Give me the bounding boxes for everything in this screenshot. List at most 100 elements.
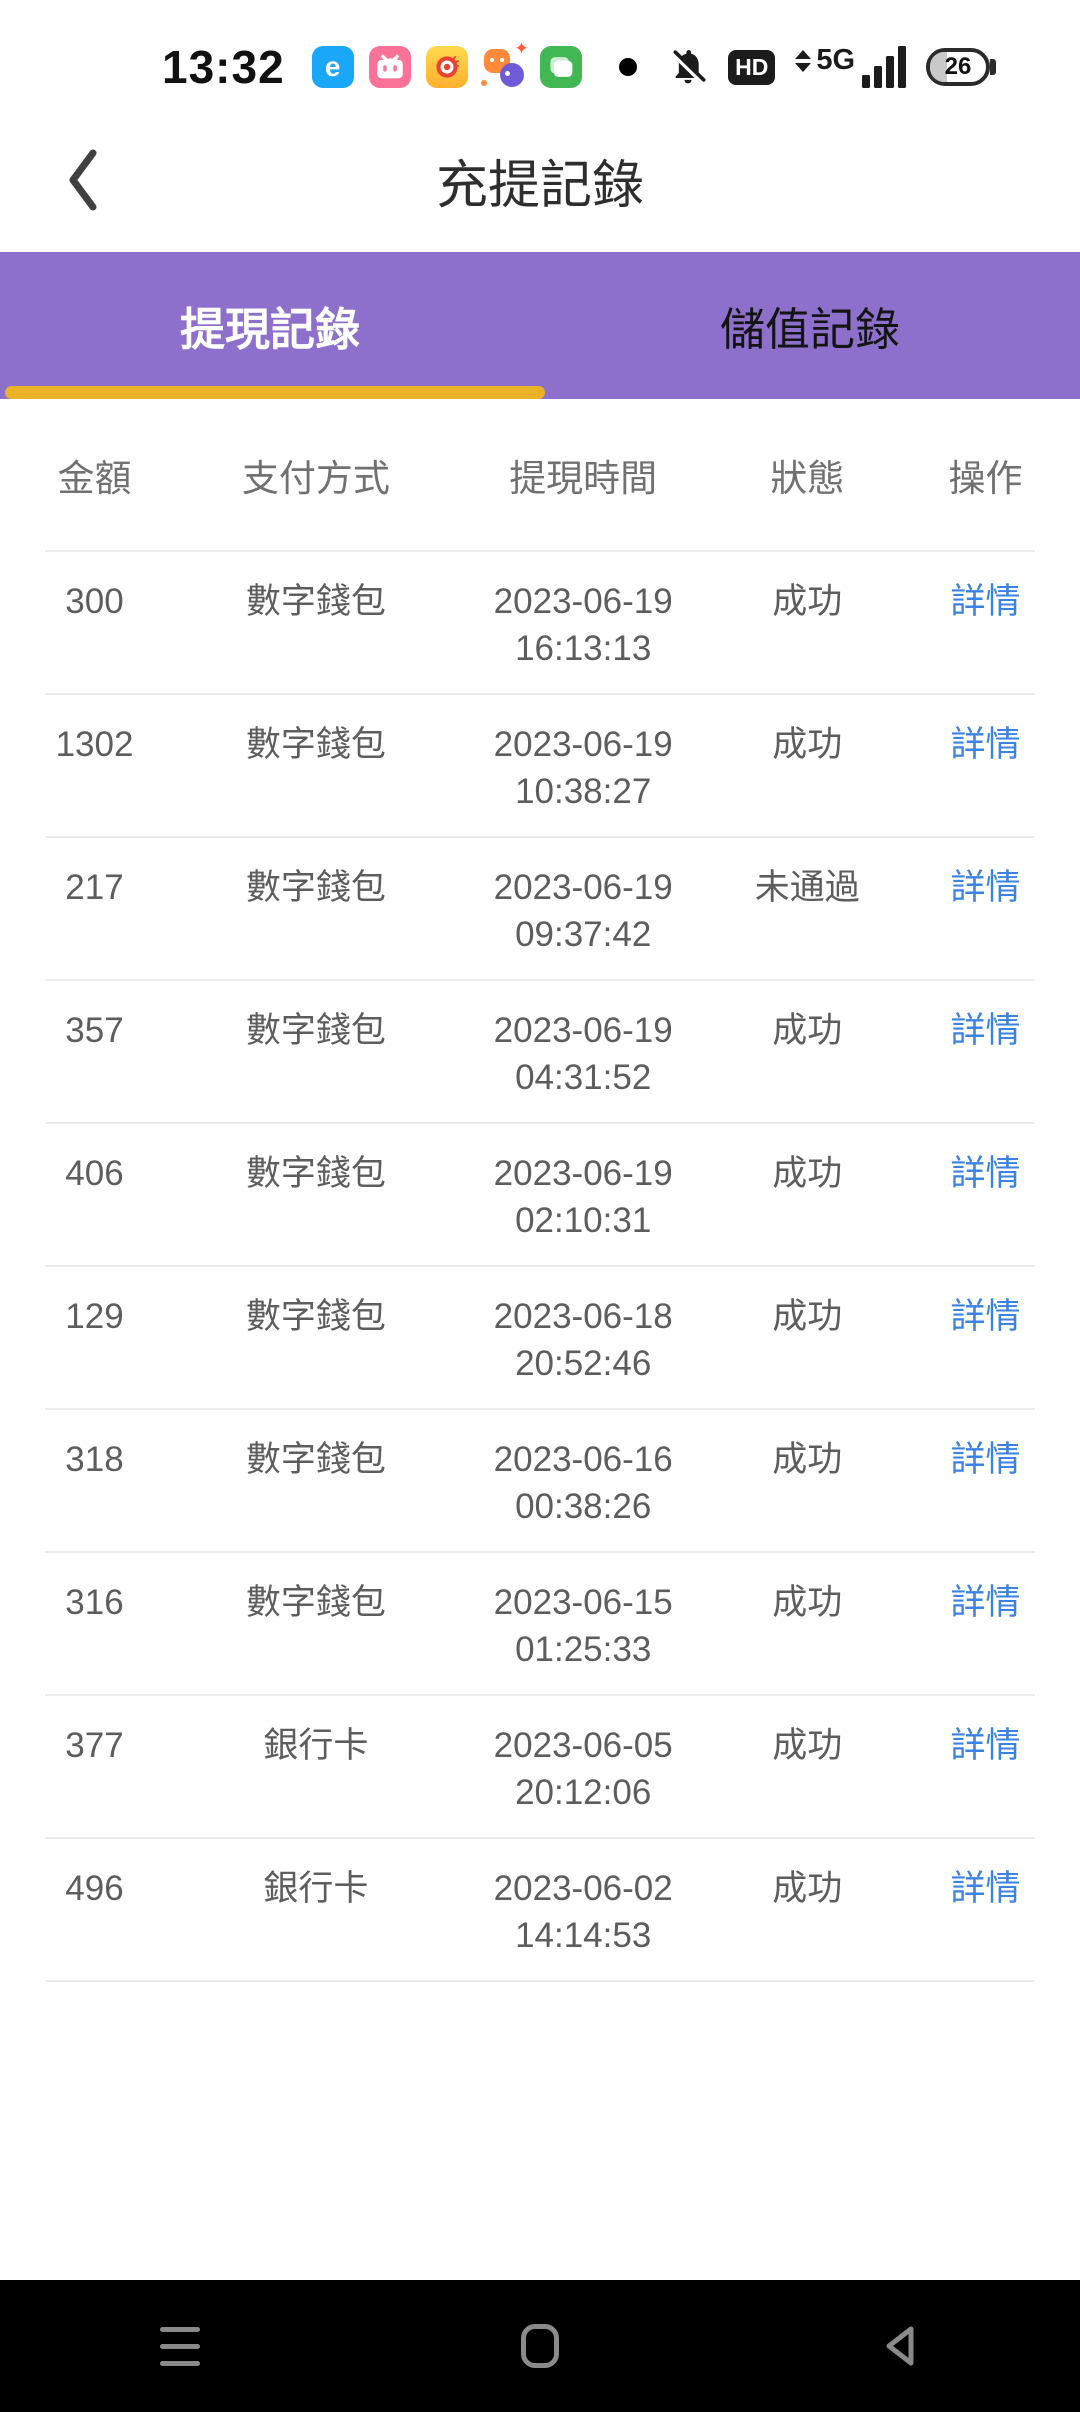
back-button[interactable] [52,142,112,218]
date-line: 2023-06-19 [493,1154,673,1193]
table-row: 357 數字錢包 2023-06-19 04:31:52 成功 詳情 [0,981,1080,1122]
table-row: 217 數字錢包 2023-06-19 09:37:42 未通過 詳情 [0,838,1080,979]
table-bottom-divider [45,1980,1035,1982]
messages-icon [539,46,582,88]
method-cell: 數字錢包 [245,1011,386,1050]
amount-cell: 406 [65,1154,124,1193]
row-divider [45,1837,1035,1839]
amount-cell: 217 [65,868,124,907]
row-divider [45,1265,1035,1267]
time-cell: 2023-06-19 04:31:52 [443,1007,724,1101]
row-divider [45,979,1035,981]
amount-cell: 496 [65,1869,124,1908]
amount-cell: 316 [65,1583,124,1622]
duo-app-icon: ✦ [480,40,529,88]
time-line: 09:37:42 [515,915,652,954]
method-cell: 銀行卡 [263,1726,369,1765]
detail-link[interactable]: 詳情 [950,1440,1021,1479]
table-row: 406 數字錢包 2023-06-19 02:10:31 成功 詳情 [0,1124,1080,1265]
table-row: 129 數字錢包 2023-06-18 20:52:46 成功 詳情 [0,1267,1080,1408]
time-line: 20:12:06 [515,1773,652,1812]
tab-deposit-records[interactable]: 儲值記錄 [719,304,900,355]
battery-icon: 26 [926,48,996,86]
status-cell: 成功 [772,582,843,621]
column-header-status: 狀態 [770,457,845,499]
method-cell: 數字錢包 [245,1297,386,1336]
detail-link[interactable]: 詳情 [950,1011,1021,1050]
amount-cell: 377 [65,1726,124,1765]
time-cell: 2023-06-19 09:37:42 [443,864,724,958]
status-cell: 成功 [772,1297,843,1336]
chevron-left-icon [69,149,97,211]
detail-link[interactable]: 詳情 [950,582,1021,621]
action-cell: 詳情 [891,1007,1080,1054]
page-title: 充提記錄 [435,156,644,215]
time-cell: 2023-06-19 02:10:31 [443,1150,724,1244]
method-cell: 數字錢包 [245,1440,386,1479]
date-line: 2023-06-02 [493,1869,673,1908]
time-line: 10:38:27 [515,772,652,811]
bilibili-icon [368,46,411,88]
time-line: 14:14:53 [515,1916,652,1955]
time-cell: 2023-06-16 00:38:26 [443,1436,724,1530]
row-divider [45,1551,1035,1553]
detail-link[interactable]: 詳情 [950,868,1021,907]
time-cell: 2023-06-18 20:52:46 [443,1293,724,1387]
column-header-time: 提現時間 [509,457,658,499]
table-body: 300 數字錢包 2023-06-19 16:13:13 成功 詳情 1302 … [0,550,1080,1980]
action-cell: 詳情 [891,1293,1080,1340]
hd-badge: HD [728,49,776,85]
date-line: 2023-06-19 [493,1011,673,1050]
action-cell: 詳情 [891,864,1080,911]
amount-cell: 1302 [55,725,134,764]
column-header-action: 操作 [948,457,1023,499]
method-cell: 數字錢包 [245,1154,386,1193]
status-bar-right: HD 5G 26 [668,46,998,88]
detail-link[interactable]: 詳情 [950,1583,1021,1622]
nav-back-icon[interactable] [880,2324,920,2368]
home-icon[interactable] [521,2324,559,2368]
time-line: 00:38:26 [515,1487,652,1526]
status-cell: 成功 [772,1154,843,1193]
time-cell: 2023-06-02 14:14:53 [443,1865,724,1959]
action-cell: 詳情 [891,1579,1080,1626]
eleme-icon: e [311,46,354,88]
method-cell: 數字錢包 [245,725,386,764]
detail-link[interactable]: 詳情 [950,1726,1021,1765]
date-line: 2023-06-19 [493,582,673,621]
date-line: 2023-06-15 [493,1583,673,1622]
row-divider [45,550,1035,552]
app-header: 充提記錄 [0,108,1080,252]
column-header-amount: 金額 [57,457,132,499]
amount-cell: 357 [65,1011,124,1050]
battery-nub [990,59,996,75]
time-line: 20:52:46 [515,1344,652,1383]
detail-link[interactable]: 詳情 [950,725,1021,764]
time-line: 01:25:33 [515,1630,652,1669]
amount-cell: 300 [65,582,124,621]
system-nav-bar [0,2280,1080,2412]
row-divider [45,1408,1035,1410]
detail-link[interactable]: 詳情 [950,1154,1021,1193]
status-cell: 成功 [772,1440,843,1479]
recents-menu-icon[interactable] [160,2326,200,2366]
detail-link[interactable]: 詳情 [950,1297,1021,1336]
bell-muted-icon [668,47,708,87]
table-row: 316 數字錢包 2023-06-15 01:25:33 成功 詳情 [0,1553,1080,1694]
battery-percentage: 26 [944,53,972,80]
tab-withdraw-records[interactable]: 提現記錄 [179,304,360,355]
row-divider [45,1122,1035,1124]
action-cell: 詳情 [891,1436,1080,1483]
action-cell: 詳情 [891,1150,1080,1197]
time-line: 02:10:31 [515,1201,652,1240]
detail-link[interactable]: 詳情 [950,1869,1021,1908]
time-cell: 2023-06-05 20:12:06 [443,1722,724,1816]
data-arrows-icon [795,50,812,72]
date-line: 2023-06-05 [493,1726,673,1765]
signal-bars-icon [862,46,906,88]
time-cell: 2023-06-15 01:25:33 [443,1579,724,1673]
date-line: 2023-06-19 [493,868,673,907]
table-row: 318 數字錢包 2023-06-16 00:38:26 成功 詳情 [0,1410,1080,1551]
action-cell: 詳情 [891,578,1080,625]
